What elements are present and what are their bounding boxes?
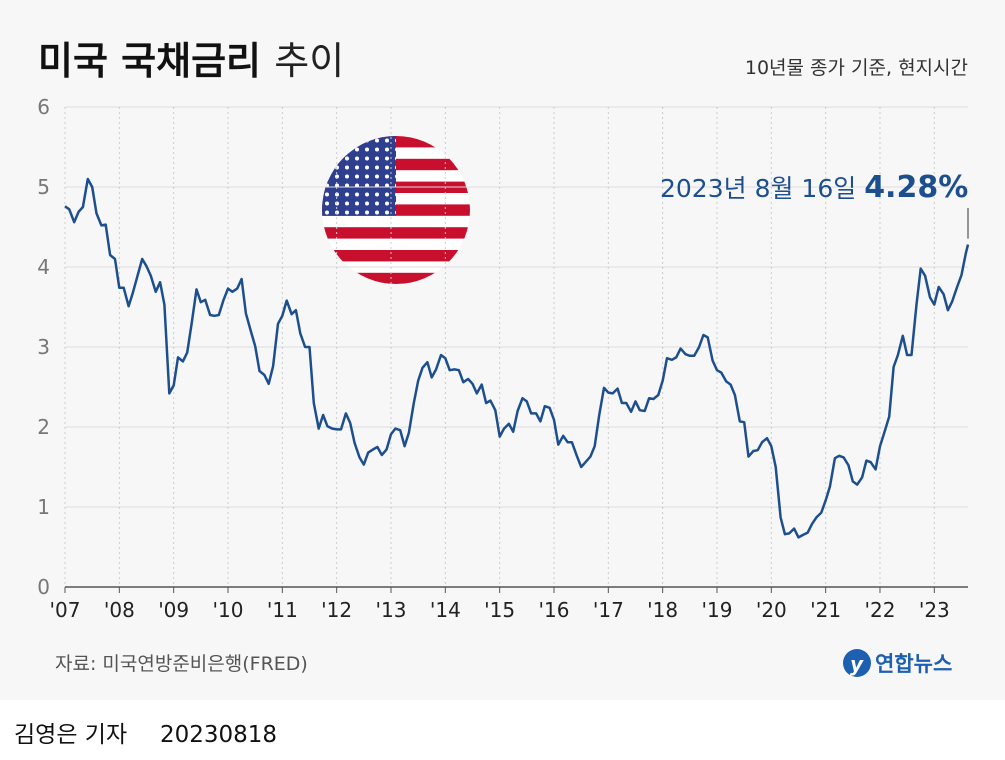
logo: 연합뉴스 <box>875 652 952 676</box>
x-tick-label: '22 <box>865 598 896 622</box>
logo-mark <box>843 649 871 677</box>
x-tick-label: '11 <box>267 598 298 622</box>
flag <box>322 136 470 284</box>
y-tick-label: 1 <box>37 495 50 519</box>
date: 20230818 <box>160 722 277 748</box>
x-tick-label: '12 <box>321 598 352 622</box>
x-tick-label: '23 <box>919 598 950 622</box>
x-tick-label: '16 <box>539 598 570 622</box>
x-tick-label: '09 <box>158 598 189 622</box>
y-tick-label: 2 <box>37 415 50 439</box>
series-line <box>64 177 970 539</box>
y-tick-label: 3 <box>37 335 50 359</box>
x-tick-label: '17 <box>593 598 624 622</box>
x-tick-label: '10 <box>213 598 244 622</box>
y-tick-label: 6 <box>37 95 50 119</box>
x-tick-label: '21 <box>810 598 841 622</box>
x-tick-label: '07 <box>50 598 81 622</box>
note: 10년물 종가 기준, 현지시간 <box>745 57 968 79</box>
footer-band <box>0 700 1005 760</box>
x-tick-label: '14 <box>430 598 461 622</box>
y-tick-label: 5 <box>37 175 50 199</box>
background <box>0 0 1005 700</box>
chart-title: 미국 국채금리 추이 <box>38 39 344 83</box>
x-tick-label: '18 <box>647 598 678 622</box>
source: 자료: 미국연방준비은행(FRED) <box>55 653 308 675</box>
x-tick-label: '13 <box>376 598 407 622</box>
x-tick-label: '15 <box>484 598 515 622</box>
x-tick-label: '08 <box>104 598 135 622</box>
x-tick-label: '19 <box>702 598 733 622</box>
y-tick-label: 4 <box>37 255 50 279</box>
logo-glyph: y <box>850 652 864 676</box>
byline: 김영은 기자 <box>14 722 127 748</box>
y-tick-label: 0 <box>37 575 50 599</box>
x-tick-label: '20 <box>756 598 787 622</box>
annotation: 2023년 8월 16일 4.28% <box>660 170 968 205</box>
